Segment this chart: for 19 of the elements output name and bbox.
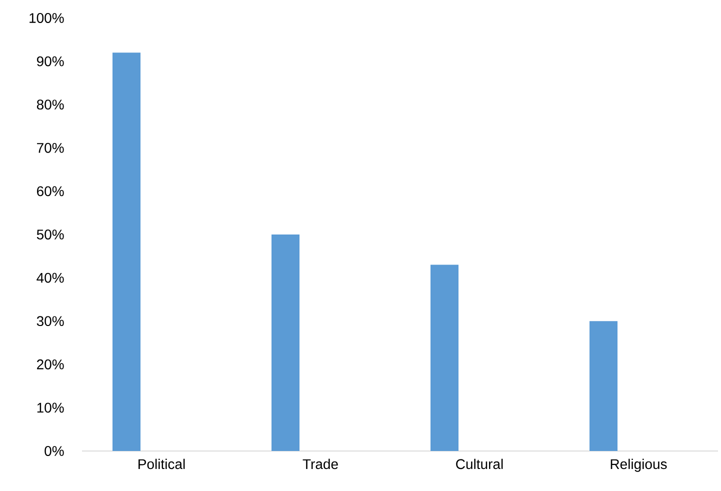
x-tick-label: Trade — [302, 458, 338, 470]
y-tick-label: 50% — [36, 230, 64, 240]
y-tick-label: 80% — [36, 100, 64, 110]
y-tick-label: 0% — [44, 446, 64, 456]
bar — [272, 234, 300, 451]
x-tick-label: Cultural — [456, 458, 503, 470]
y-tick-label: 100% — [30, 13, 64, 23]
y-tick-label: 40% — [36, 272, 64, 283]
y-tick-label: 90% — [36, 56, 64, 66]
y-tick-label: 60% — [37, 186, 64, 196]
y-tick-label: 70% — [37, 142, 64, 153]
y-tick-label: 10% — [37, 402, 64, 413]
x-tick-label: Political — [138, 458, 185, 470]
bar — [112, 52, 140, 451]
bar — [590, 321, 618, 451]
bar — [430, 264, 459, 451]
y-tick-label: 30% — [36, 316, 64, 326]
x-tick-label: Religious — [610, 458, 667, 472]
y-tick-label: 20% — [37, 359, 64, 370]
